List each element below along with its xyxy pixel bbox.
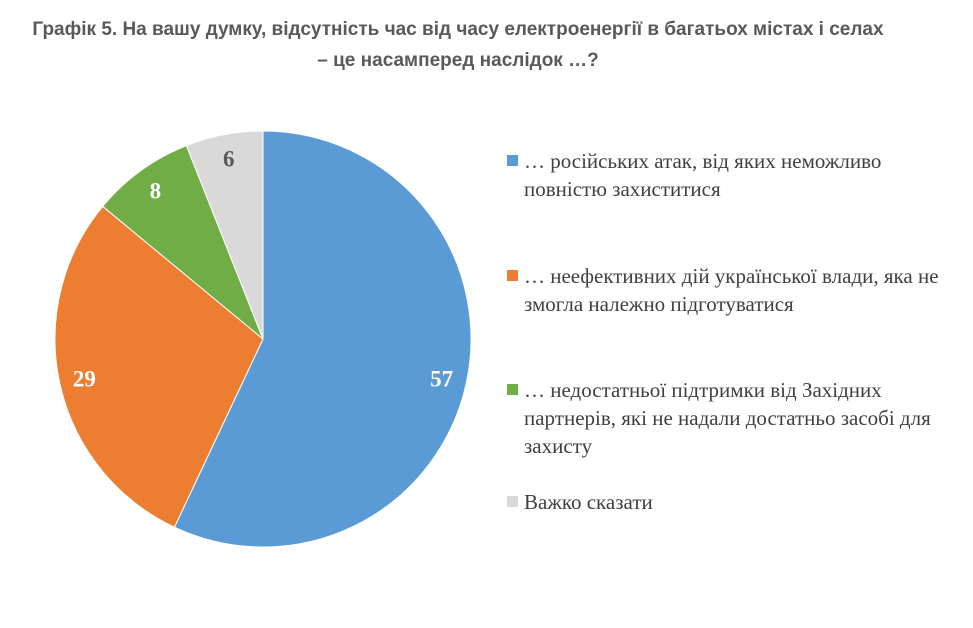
pie-slice-value-label: 57 — [430, 366, 453, 391]
pie-chart: 57 29 8 6 — [54, 130, 472, 548]
chart-title: Графік 5. На вашу думку, відсутність час… — [32, 19, 884, 71]
pie-slice-value-label: 6 — [223, 147, 235, 172]
legend-marker-orange-icon — [507, 270, 518, 281]
legend-item-hard-to-say: Важко сказати — [505, 488, 945, 516]
legend-marker-gray-icon — [507, 496, 518, 507]
legend-marker-green-icon — [507, 384, 518, 395]
pie-slice-0 — [173, 130, 472, 548]
legend-label: Важко сказати — [524, 490, 653, 514]
pie-slice-value-label: 29 — [73, 366, 96, 391]
pie-slice-3 — [185, 130, 264, 340]
pie-slice-value-label: 8 — [150, 178, 162, 203]
legend-marker-blue-icon — [507, 155, 518, 166]
legend-label: … неефективних дій української влади, як… — [524, 264, 939, 316]
legend-label: … російських атак, від яких неможливо по… — [524, 149, 882, 201]
legend-item-government-inefficiency: … неефективних дій української влади, як… — [505, 262, 945, 318]
legend-item-russian-attacks: … російських атак, від яких неможливо по… — [505, 147, 945, 203]
pie-slice-1 — [54, 205, 264, 528]
legend-label: … недостатньої підтримки від Західних па… — [524, 378, 931, 458]
pie-slice-2 — [102, 144, 264, 340]
legend-item-western-support: … недостатньої підтримки від Західних па… — [505, 376, 945, 460]
